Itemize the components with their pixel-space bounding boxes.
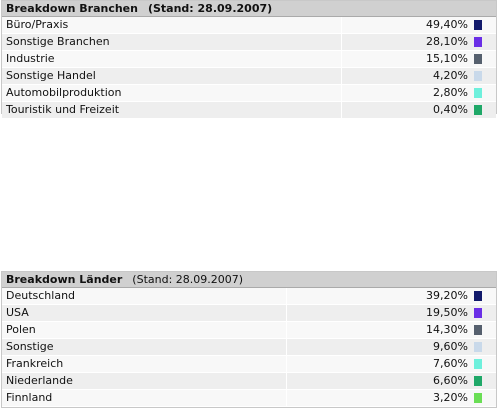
table-row: Industrie 15,10% [2,51,496,68]
color-swatch [474,37,482,47]
table-date: (Stand: 28.09.2007) [132,273,244,286]
color-swatch [474,393,482,403]
table-row: Sonstige Handel 4,20% [2,68,496,85]
row-label: Sonstige [2,339,287,355]
row-label: Sonstige Branchen [2,34,342,50]
color-swatch [474,20,482,30]
row-value: 28,10% [426,35,468,48]
table-row: Deutschland 39,20% [2,288,496,305]
table-row: Sonstige Branchen 28,10% [2,34,496,51]
table-body: Deutschland 39,20% USA 19,50% Polen 14,30% Son… [2,288,496,407]
row-value: 9,60% [433,340,468,353]
table-row: Büro/Praxis 49,40% [2,17,496,34]
table-row: USA 19,50% [2,305,496,322]
row-value: 0,40% [433,103,468,116]
row-label: Frankreich [2,356,287,372]
color-swatch [474,105,482,115]
row-value: 4,20% [433,69,468,82]
table-row: Polen 14,30% [2,322,496,339]
row-value: 3,20% [433,391,468,404]
row-label: Polen [2,322,287,338]
color-swatch [474,54,482,64]
table-title: Breakdown Länder [6,273,123,286]
table-header: Breakdown Länder (Stand: 28.09.2007) [2,272,496,288]
color-swatch [474,88,482,98]
row-label: Industrie [2,51,342,67]
table-title: Breakdown Branchen [6,2,138,15]
table-row: Sonstige 9,60% [2,339,496,356]
table-row: Frankreich 7,60% [2,356,496,373]
color-swatch [474,291,482,301]
row-label: USA [2,305,287,321]
color-swatch [474,308,482,318]
row-value: 19,50% [426,306,468,319]
table-row: Finnland 3,20% [2,390,496,407]
row-label: Deutschland [2,288,287,304]
row-label: Automobilproduktion [2,85,342,101]
row-value: 15,10% [426,52,468,65]
row-label: Büro/Praxis [2,17,342,33]
row-label: Finnland [2,390,287,406]
row-label: Niederlande [2,373,287,389]
color-swatch [474,376,482,386]
row-label: Touristik und Freizeit [2,102,342,118]
table-body: Büro/Praxis 49,40% Sonstige Branchen 28,10%… [2,17,496,119]
row-value: 2,80% [433,86,468,99]
row-value: 49,40% [426,18,468,31]
table-row: Automobilproduktion 2,80% [2,85,496,102]
table-row: Touristik und Freizeit 0,40% [2,102,496,119]
row-value: 6,60% [433,374,468,387]
table-date: (Stand: 28.09.2007) [147,2,273,15]
row-label: Sonstige Handel [2,68,342,84]
breakdown-table: Breakdown Länder (Stand: 28.09.2007) Deuts… [1,271,497,408]
row-value: 14,30% [426,323,468,336]
row-value: 39,20% [426,289,468,302]
color-swatch [474,325,482,335]
row-value: 7,60% [433,357,468,370]
table-row: Niederlande 6,60% [2,373,496,390]
color-swatch [474,359,482,369]
color-swatch [474,71,482,81]
color-swatch [474,342,482,352]
breakdown-table: Breakdown Branchen (Stand: 28.09.2007) Bür… [1,0,497,119]
table-header: Breakdown Branchen (Stand: 28.09.2007) [2,1,496,17]
